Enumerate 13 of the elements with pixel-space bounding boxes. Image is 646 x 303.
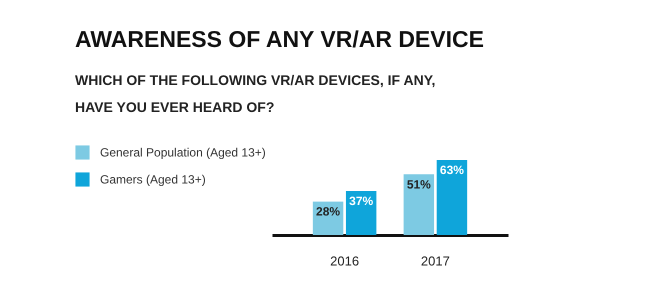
x-tick-label: 2016 bbox=[330, 254, 360, 268]
bar bbox=[436, 160, 468, 235]
bar bbox=[404, 174, 434, 235]
chart-subtitle: WHICH OF THE FOLLOWING VR/AR DEVICES, IF ANY, HAVE YOU EVER HEARD OF? bbox=[75, 72, 436, 115]
x-tick-label: 2017 bbox=[420, 254, 450, 268]
data-label: 63% bbox=[440, 163, 464, 177]
legend-label: Gamers (Aged 13+) bbox=[100, 172, 206, 186]
data-label: 37% bbox=[349, 194, 374, 208]
bar bbox=[346, 190, 376, 235]
chart-title: AWARENESS OF ANY VR/AR DEVICE bbox=[75, 26, 484, 52]
data-label: 28% bbox=[316, 204, 340, 219]
data-label: 51% bbox=[406, 177, 432, 192]
legend-label: General Population (Aged 13+) bbox=[100, 146, 266, 160]
